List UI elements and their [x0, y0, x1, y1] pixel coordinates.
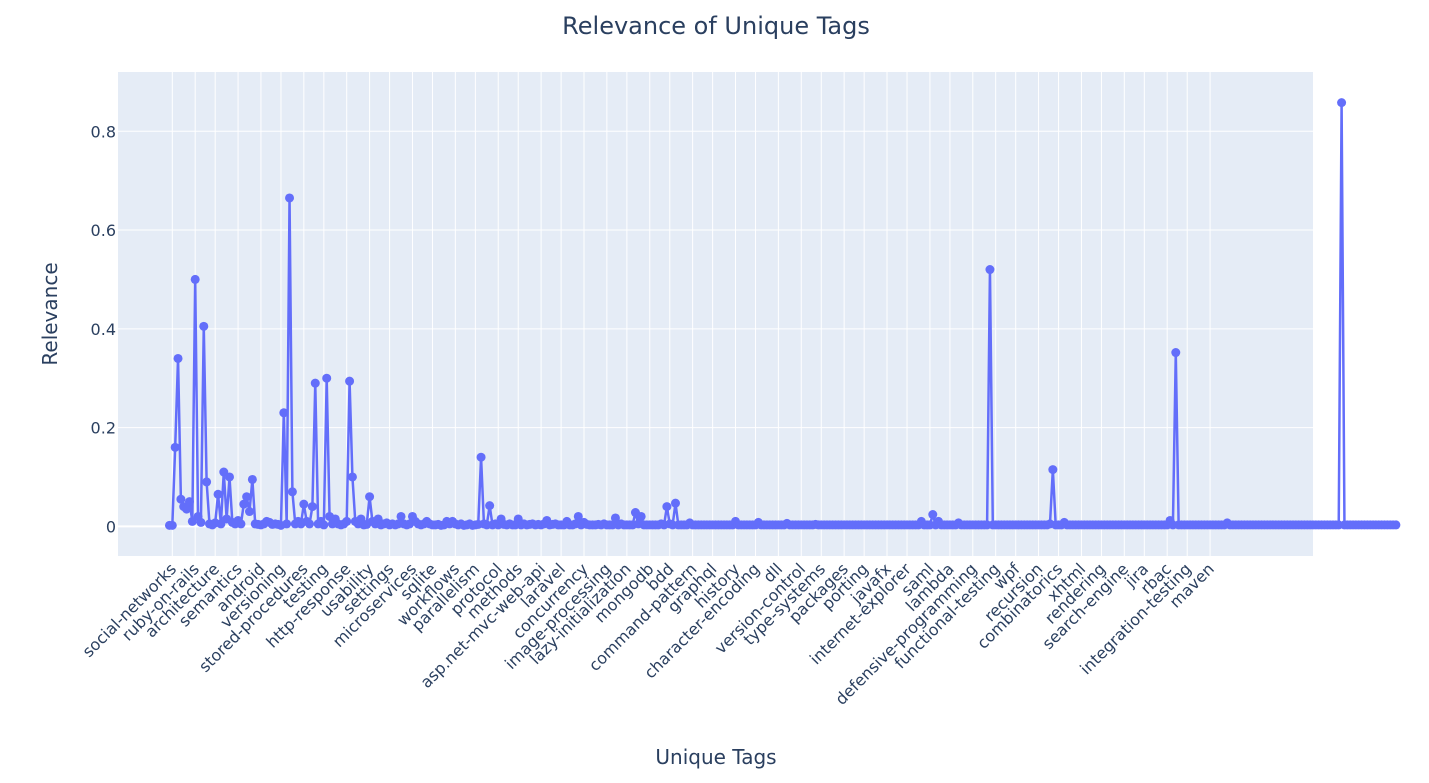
data-point	[1337, 98, 1347, 108]
y-axis-ticks: 0 0.2 0.4 0.6 0.8	[91, 122, 116, 536]
data-point	[170, 442, 180, 452]
data-point	[1391, 520, 1401, 530]
y-axis-title: Relevance	[38, 262, 62, 365]
y-tick-label: 0.6	[91, 221, 116, 240]
data-point	[928, 510, 938, 520]
data-point	[396, 511, 406, 521]
data-point	[247, 474, 257, 484]
data-point	[167, 520, 177, 530]
data-point	[322, 373, 332, 383]
series-relevance	[164, 98, 1401, 530]
data-point	[610, 513, 620, 523]
data-point	[173, 353, 183, 363]
data-point	[985, 265, 995, 275]
data-point	[305, 519, 315, 529]
data-point	[347, 472, 357, 482]
data-point	[342, 516, 352, 526]
data-point	[225, 472, 234, 482]
data-point	[345, 376, 355, 386]
data-point	[319, 520, 329, 530]
data-point	[573, 511, 583, 521]
data-point	[190, 274, 200, 284]
data-point	[202, 477, 212, 487]
data-point	[242, 492, 252, 502]
data-point	[279, 408, 289, 418]
data-point	[176, 494, 186, 504]
data-point	[636, 511, 646, 521]
y-tick-label: 0.2	[91, 419, 116, 438]
data-point	[199, 321, 209, 331]
data-point	[184, 497, 194, 507]
data-point	[236, 519, 246, 529]
data-point	[662, 502, 672, 512]
plot-area	[118, 72, 1313, 556]
data-point	[182, 504, 192, 514]
data-point	[1171, 348, 1181, 358]
data-point	[670, 498, 680, 508]
y-tick-label: 0.8	[91, 122, 116, 141]
data-point	[196, 517, 206, 527]
x-axis-title: Unique Tags	[655, 745, 776, 769]
data-point	[476, 452, 486, 462]
data-point	[239, 499, 249, 509]
chart-title: Relevance of Unique Tags	[562, 12, 870, 40]
grid	[118, 72, 1313, 556]
data-point	[307, 502, 317, 512]
data-point	[245, 507, 255, 517]
y-tick-label: 0.4	[91, 320, 116, 339]
data-point	[485, 501, 495, 511]
data-point	[1048, 465, 1058, 475]
data-point	[287, 487, 297, 497]
data-point	[299, 499, 309, 509]
data-point	[365, 492, 375, 502]
data-point	[285, 193, 295, 203]
data-point	[282, 519, 292, 529]
y-tick-label: 0	[106, 517, 116, 536]
data-point	[310, 378, 320, 388]
data-point	[213, 489, 223, 499]
